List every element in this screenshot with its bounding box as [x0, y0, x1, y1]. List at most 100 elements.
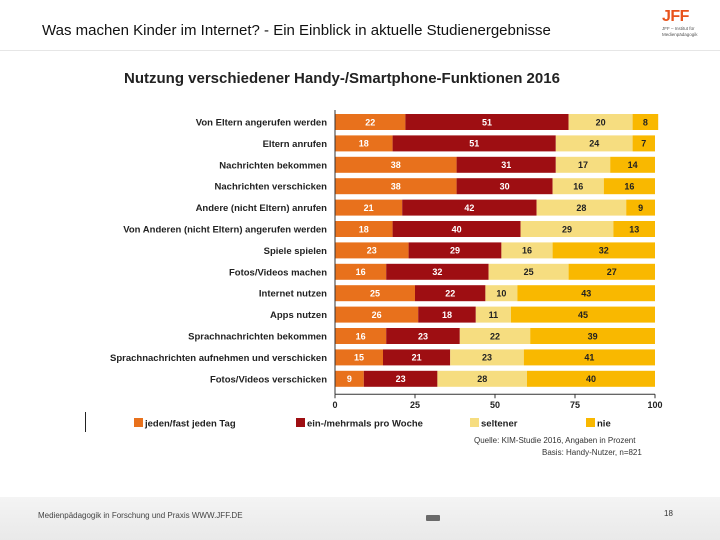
data-label: 30	[500, 182, 510, 192]
legend-label: nie	[597, 419, 611, 430]
data-label: 40	[586, 374, 596, 384]
data-label: 43	[581, 289, 591, 299]
data-label: 10	[496, 289, 506, 299]
data-label: 28	[477, 374, 487, 384]
category-label: Nachrichten verschicken	[215, 182, 328, 193]
bar-segment	[475, 306, 511, 323]
bar-segment	[386, 263, 489, 280]
data-label: 25	[524, 267, 534, 277]
data-label: 18	[442, 310, 452, 320]
data-label: 9	[347, 374, 352, 384]
data-label: 21	[364, 203, 374, 213]
bar-segment	[392, 221, 521, 237]
data-label: 22	[445, 289, 455, 299]
bar-segment	[530, 328, 655, 344]
chart-title: Nutzung verschiedener Handy-/Smartphone-…	[124, 70, 560, 87]
data-label: 14	[628, 160, 638, 170]
footer-mark	[426, 515, 440, 521]
data-label: 17	[578, 160, 588, 170]
bar-segment	[511, 306, 655, 323]
data-label: 24	[589, 139, 599, 149]
bar-segment	[536, 199, 627, 216]
bar-segment	[456, 156, 556, 173]
x-tick-label: 0	[332, 400, 337, 410]
data-label: 16	[356, 267, 366, 277]
bar-segment	[415, 285, 486, 302]
legend-swatch	[296, 418, 305, 427]
data-label: 22	[365, 117, 375, 127]
data-label: 23	[396, 374, 406, 384]
data-label: 16	[356, 331, 366, 341]
category-label: Von Anderen (nicht Eltern) angerufen wer…	[123, 225, 327, 236]
bar-segment	[405, 114, 569, 130]
data-label: 42	[464, 203, 474, 213]
data-label: 25	[370, 289, 380, 299]
page-number: 18	[664, 509, 673, 518]
category-label: Eltern anrufen	[263, 139, 328, 150]
category-label: Von Eltern angerufen werden	[196, 118, 327, 129]
bar-segment	[335, 306, 419, 323]
bar-segment	[517, 285, 655, 302]
bar-segment	[408, 242, 502, 259]
slide-title: Was machen Kinder im Internet? - Ein Ein…	[42, 22, 551, 39]
bar-segment	[555, 156, 611, 173]
data-label: 16	[624, 182, 634, 192]
data-label: 20	[596, 117, 606, 127]
data-label: 18	[359, 224, 369, 234]
data-label: 21	[412, 353, 422, 363]
bar-segment	[552, 178, 604, 195]
slide-title-rest: - Ein Einblick in aktuelle Studienergebn…	[259, 22, 551, 39]
bar-segment	[335, 221, 393, 237]
x-tick-label: 100	[647, 400, 662, 410]
bar-segment	[568, 114, 633, 130]
bar-segment	[437, 370, 527, 387]
bar-segment	[335, 242, 409, 259]
slide-title-main: Was machen Kinder im Internet?	[42, 22, 260, 39]
bar-segment	[335, 370, 364, 387]
logo-line1: JFF – Institut für	[662, 26, 695, 31]
bar-segment	[335, 135, 393, 152]
data-label: 38	[391, 160, 401, 170]
data-label: 15	[354, 353, 364, 363]
bar-segment	[626, 199, 655, 216]
bar-segment	[383, 349, 451, 366]
bar-segment	[402, 199, 537, 216]
data-label: 16	[522, 246, 532, 256]
logo-line2: Medienpädagogik	[662, 32, 698, 37]
data-label: 16	[573, 182, 583, 192]
bar-segment	[459, 328, 531, 344]
bar-segment	[450, 349, 524, 366]
bar-segment	[392, 135, 556, 152]
footer-bar	[0, 497, 720, 540]
data-label: 8	[643, 117, 648, 127]
data-label: 23	[482, 353, 492, 363]
data-label: 32	[599, 246, 609, 256]
bar-segment	[610, 156, 655, 173]
data-label: 40	[452, 224, 462, 234]
category-label: Internet nutzen	[259, 289, 327, 300]
x-tick-label: 50	[490, 400, 500, 410]
chart-source: Quelle: KIM-Studie 2016, Angaben in Proz…	[474, 436, 636, 445]
legend-swatch	[134, 418, 143, 427]
logo-mark: JFF	[662, 8, 689, 25]
data-label: 26	[372, 310, 382, 320]
data-label: 28	[576, 203, 586, 213]
data-label: 51	[469, 139, 479, 149]
data-label: 13	[629, 224, 639, 234]
chart-basis: Basis: Handy-Nutzer, n=821	[542, 448, 642, 457]
bar-segment	[335, 178, 457, 195]
data-label: 27	[607, 267, 617, 277]
data-label: 39	[588, 331, 598, 341]
data-label: 7	[641, 139, 646, 149]
data-label: 29	[450, 246, 460, 256]
bar-segment	[456, 178, 553, 195]
data-label: 38	[391, 182, 401, 192]
bar-segment	[555, 135, 633, 152]
legend-label: ein-/mehrmals pro Woche	[307, 419, 423, 430]
bar-segment	[485, 285, 518, 302]
data-label: 41	[584, 353, 594, 363]
category-label: Andere (nicht Eltern) anrufen	[196, 203, 328, 214]
data-label: 23	[367, 246, 377, 256]
data-label: 9	[638, 203, 643, 213]
